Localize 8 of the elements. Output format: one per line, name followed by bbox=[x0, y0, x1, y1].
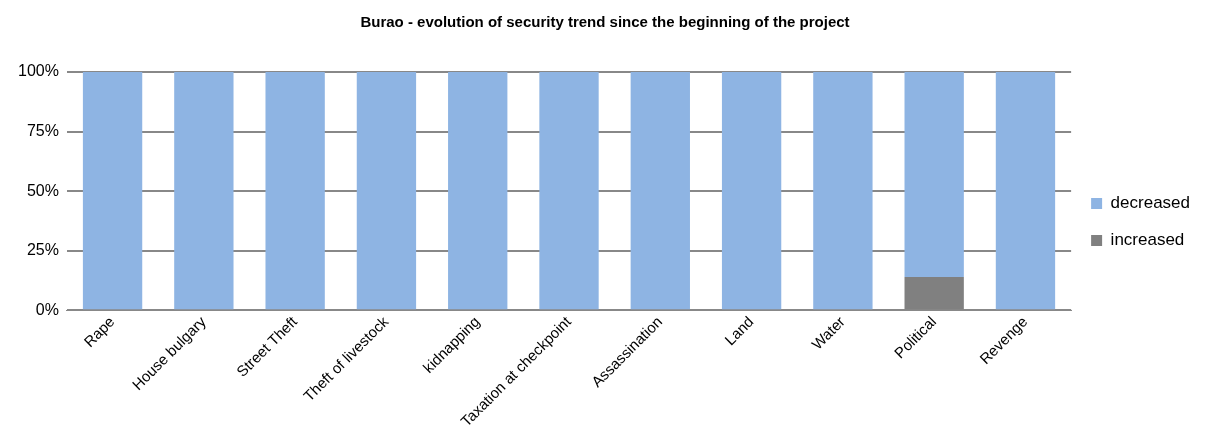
y-tick-label: 100% bbox=[18, 62, 59, 80]
legend-label: decreased bbox=[1110, 193, 1190, 213]
legend-label: increased bbox=[1110, 230, 1185, 250]
y-tick-label: 75% bbox=[26, 121, 59, 139]
y-tick-label: 50% bbox=[26, 181, 59, 199]
y-tick-label: 25% bbox=[26, 241, 59, 259]
y-tick-label: 0% bbox=[35, 300, 59, 318]
chart-title: Burao - evolution of security trend since the beginning of the project bbox=[360, 13, 850, 31]
